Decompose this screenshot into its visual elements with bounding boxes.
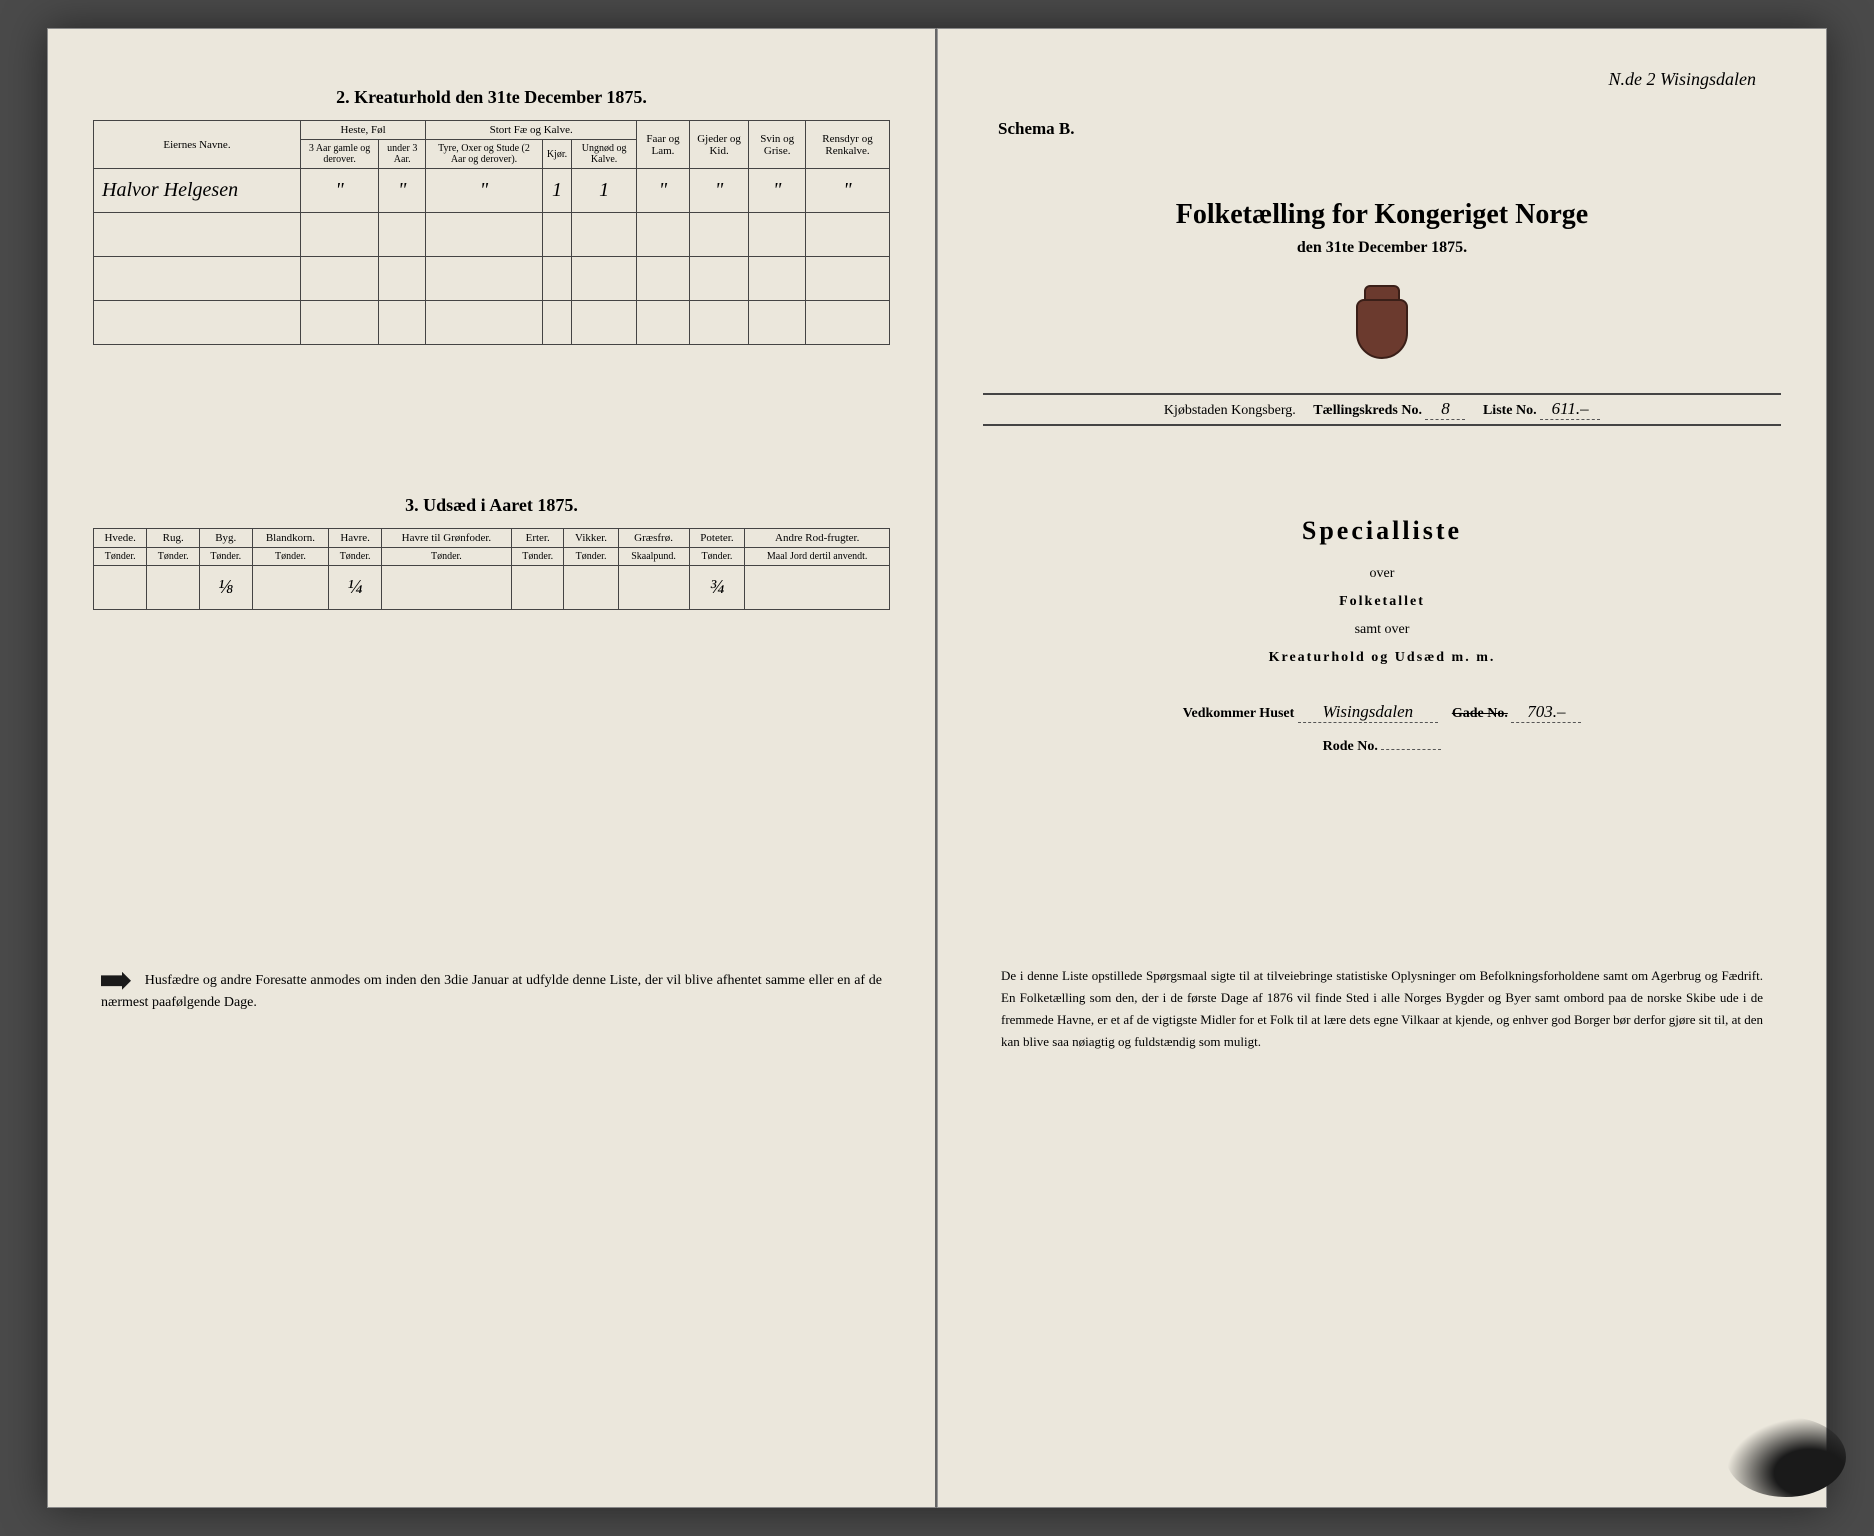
- sowing-table: Hvede. Rug. Byg. Blandkorn. Havre. Havre…: [93, 528, 890, 610]
- sub-cattle-a: Tyre, Oxer og Stude (2 Aar og derover).: [426, 140, 543, 169]
- rode-line: Rode No.: [983, 739, 1781, 755]
- u: Tønder.: [199, 548, 252, 566]
- col-goat: Gjeder og Kid.: [689, 121, 749, 169]
- main-title: Folketælling for Kongeriget Norge: [983, 199, 1781, 231]
- c4: Blandkorn.: [252, 529, 329, 548]
- section2-title: 2. Kreaturhold den 31te December 1875.: [93, 87, 890, 108]
- u: Tønder.: [511, 548, 564, 566]
- table-row: [94, 213, 890, 257]
- left-page: 2. Kreaturhold den 31te December 1875. E…: [47, 28, 937, 1508]
- cell: ¼: [329, 566, 382, 610]
- pointer-icon: [101, 972, 131, 990]
- c2: Rug.: [147, 529, 200, 548]
- coat-of-arms-icon: [1347, 285, 1417, 365]
- owner-cell: Halvor Helgesen: [94, 169, 301, 213]
- c8: Vikker.: [564, 529, 618, 548]
- cell: ": [426, 169, 543, 213]
- sub-horse-b: under 3 Aar.: [379, 140, 426, 169]
- footer-note: Husfædre og andre Foresatte anmodes om i…: [93, 970, 890, 1015]
- folketallet: Folketallet: [1339, 594, 1425, 609]
- col-sheep: Faar og Lam.: [637, 121, 690, 169]
- u: Tønder.: [689, 548, 745, 566]
- sub-cattle-b: Kjør.: [542, 140, 571, 169]
- col-pig: Svin og Grise.: [749, 121, 806, 169]
- u: Tønder.: [381, 548, 511, 566]
- col-rein: Rensdyr og Renkalve.: [806, 121, 890, 169]
- grp-horse: Heste, Føl: [300, 121, 425, 140]
- c6: Havre til Grønfoder.: [381, 529, 511, 548]
- u: Tønder.: [564, 548, 618, 566]
- huset-label: Vedkommer Huset: [1183, 706, 1295, 721]
- table-row: [94, 301, 890, 345]
- c5: Havre.: [329, 529, 382, 548]
- cell: ": [749, 169, 806, 213]
- gade-no: 703.–: [1511, 702, 1581, 723]
- u: Maal Jord dertil anvendt.: [745, 548, 890, 566]
- cell: 1: [572, 169, 637, 213]
- kreds-no: 8: [1425, 399, 1465, 420]
- sub-cattle-c: Ungnød og Kalve.: [572, 140, 637, 169]
- house-line: Vedkommer Huset Wisingsdalen Gade No. 70…: [983, 702, 1781, 723]
- rode-label: Rode No.: [1323, 739, 1378, 754]
- c10: Poteter.: [689, 529, 745, 548]
- thumb-shadow: [1726, 1417, 1846, 1497]
- right-page: N.de 2 Wisingsdalen Schema B. Folketælli…: [937, 28, 1827, 1508]
- section3-title: 3. Udsæd i Aaret 1875.: [93, 495, 890, 516]
- huset-value: Wisingsdalen: [1298, 702, 1438, 723]
- table-row: Halvor Helgesen " " " 1 1 " " " ": [94, 169, 890, 213]
- book-spread: 2. Kreaturhold den 31te December 1875. E…: [47, 28, 1827, 1508]
- cell: ": [300, 169, 378, 213]
- kreds-no-label: Tællingskreds No.: [1313, 403, 1422, 418]
- table-row: ⅛ ¼ ¾: [94, 566, 890, 610]
- samt: samt over: [1355, 622, 1410, 637]
- livestock-table: Eiernes Navne. Heste, Føl Stort Fæ og Ka…: [93, 120, 890, 345]
- u: Tønder.: [94, 548, 147, 566]
- district-line: Kjøbstaden Kongsberg. Tællingskreds No. …: [983, 393, 1781, 426]
- u: Skaalpund.: [618, 548, 689, 566]
- gade-label: Gade No.: [1452, 706, 1508, 721]
- kreatur: Kreaturhold og Udsæd m. m.: [1269, 650, 1496, 665]
- schema-label: Schema B.: [998, 119, 1075, 139]
- u: Tønder.: [252, 548, 329, 566]
- liste-no: 611.–: [1540, 399, 1600, 420]
- cell: ⅛: [199, 566, 252, 610]
- cell: ": [379, 169, 426, 213]
- over: over: [1370, 566, 1395, 581]
- c3: Byg.: [199, 529, 252, 548]
- col-owner: Eiernes Navne.: [94, 121, 301, 169]
- bottom-paragraph: De i denne Liste opstillede Spørgsmaal s…: [983, 965, 1781, 1053]
- grp-cattle: Stort Fæ og Kalve.: [426, 121, 637, 140]
- town-label: Kjøbstaden Kongsberg.: [1164, 403, 1296, 418]
- cell: 1: [542, 169, 571, 213]
- c11: Andre Rod-frugter.: [745, 529, 890, 548]
- subtitle-block: over Folketallet samt over Kreaturhold o…: [983, 560, 1781, 672]
- date-line: den 31te December 1875.: [983, 239, 1781, 257]
- cell: ": [806, 169, 890, 213]
- rode-value: [1381, 749, 1441, 750]
- c9: Græsfrø.: [618, 529, 689, 548]
- liste-label: Liste No.: [1483, 403, 1537, 418]
- c7: Erter.: [511, 529, 564, 548]
- table-row: [94, 257, 890, 301]
- footer-text: Husfædre og andre Foresatte anmodes om i…: [101, 973, 882, 1010]
- cell: ¾: [689, 566, 745, 610]
- cell: ": [637, 169, 690, 213]
- cell: ": [689, 169, 749, 213]
- specialliste-title: Specialliste: [983, 516, 1781, 546]
- c1: Hvede.: [94, 529, 147, 548]
- handwritten-annotation: N.de 2 Wisingsdalen: [1609, 69, 1757, 90]
- u: Tønder.: [329, 548, 382, 566]
- u: Tønder.: [147, 548, 200, 566]
- sub-horse-a: 3 Aar gamle og derover.: [300, 140, 378, 169]
